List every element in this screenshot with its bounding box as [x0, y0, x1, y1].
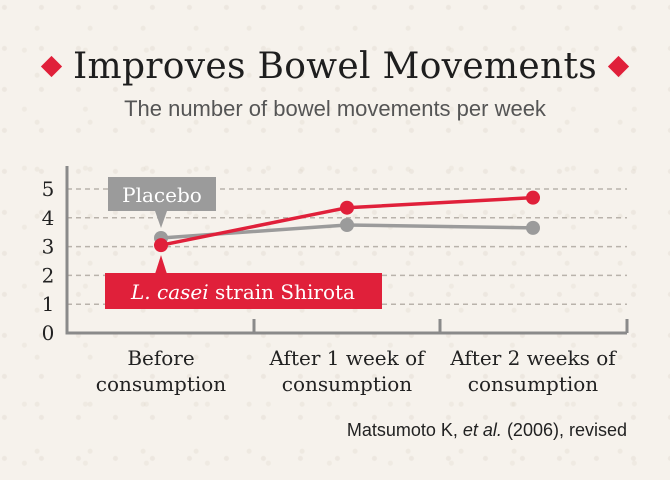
y-tick-label: 1 — [42, 292, 55, 316]
x-category-label: After 2 weeks of — [449, 346, 617, 370]
lcasei-label-pointer — [155, 255, 167, 274]
y-tick-label: 3 — [42, 235, 55, 259]
data-point — [526, 190, 540, 205]
title-row: Improves Bowel Movements — [0, 38, 670, 94]
series-label-lcasei: L. casei strain Shirota — [130, 280, 355, 304]
chart-title: Improves Bowel Movements — [73, 45, 597, 87]
series-label-placebo: Placebo — [122, 183, 202, 207]
lcasei-label-box — [105, 273, 382, 309]
x-category-label: consumption — [96, 372, 227, 396]
y-tick-label: 0 — [42, 321, 55, 345]
y-tick-label: 4 — [42, 206, 55, 230]
x-category-label: consumption — [468, 372, 599, 396]
x-category-label: consumption — [282, 372, 413, 396]
x-category-label: After 1 week of — [268, 346, 426, 370]
source-citation: Matsumoto K, et al. (2006), revised — [346, 420, 627, 440]
placebo-label-pointer — [155, 211, 167, 228]
data-point — [340, 200, 354, 215]
x-category-label: Before — [127, 346, 194, 370]
placebo-label-box — [108, 177, 216, 211]
chart-subtitle: The number of bowel movements per week — [124, 96, 546, 121]
y-tick-label: 2 — [42, 263, 55, 287]
data-point — [154, 238, 168, 253]
y-tick-label: 5 — [42, 177, 55, 201]
data-point — [526, 220, 540, 235]
data-point — [340, 218, 354, 232]
